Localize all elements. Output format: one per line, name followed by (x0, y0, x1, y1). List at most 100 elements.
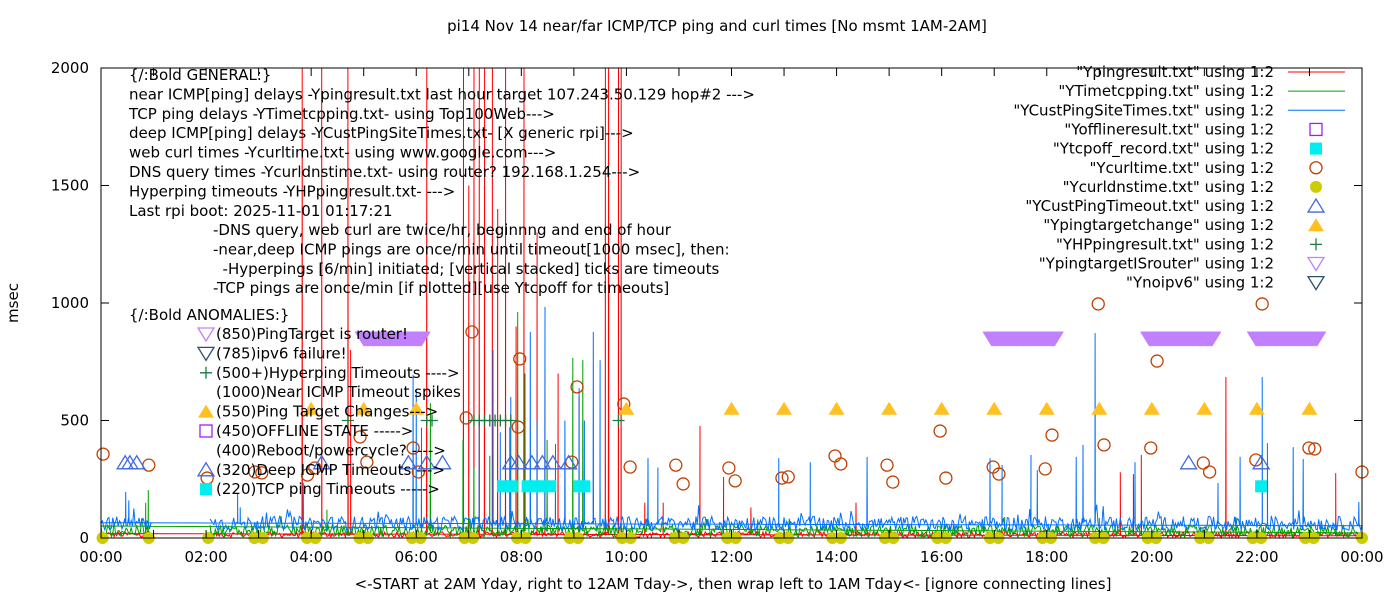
legend-label: "Ynoipv6" using 1:2 (1126, 274, 1274, 292)
targetchange-marker (408, 401, 425, 415)
curl-marker (1091, 297, 1105, 311)
x-tick-label: 12:00 (710, 548, 753, 566)
anomaly-marker-icon (196, 346, 216, 362)
targetchange-marker (933, 401, 950, 415)
curl-marker (939, 471, 953, 485)
curl-marker (255, 466, 269, 480)
targetchange-marker (1248, 401, 1265, 415)
targetchange-marker (1091, 401, 1108, 415)
axes: 00:00 02:00 04:00 06:00 08:00 10:00 12:00 14:00… (51, 59, 1384, 566)
deeptimeout-marker (399, 454, 418, 470)
general-note-line: TCP ping delays -YTimetcpping.txt- using… (128, 105, 555, 123)
anomalies-heading: {/:Bold ANOMALIES:} (129, 306, 289, 324)
targetchange-marker (303, 401, 320, 415)
curl-marker (933, 424, 947, 438)
isrouter-marker (1308, 331, 1327, 347)
point-series-curl (96, 297, 1369, 491)
anomaly-note-line: (785)ipv6 failure! (216, 344, 347, 362)
isrouter-marker (1203, 331, 1222, 347)
anomaly-marker-icon (200, 366, 212, 379)
legend-label: "Ycurldnstime.txt" using 1:2 (1063, 178, 1274, 196)
x-tick-label: 06:00 (395, 548, 438, 566)
curl-marker (775, 471, 789, 485)
curl-marker (360, 455, 374, 469)
curl-marker (511, 420, 525, 434)
curl-marker (1308, 442, 1322, 456)
curl-marker (411, 465, 426, 479)
y-tick-label: 1000 (51, 294, 89, 312)
legend-label: "YCustPingSiteTimes.txt" using 1:2 (1013, 101, 1274, 119)
deeptimeout-marker (1179, 454, 1198, 470)
x-tick-label: 20:00 (1130, 548, 1173, 566)
general-note-line: {/:Bold GENERAL:} (129, 66, 271, 84)
curl-marker (565, 455, 579, 469)
curl-marker (1196, 456, 1210, 470)
x-tick-label: 08:00 (500, 548, 543, 566)
hyperping-marker (612, 414, 625, 427)
curl-marker (992, 467, 1006, 481)
legend-label: "Ypingtargetchange" using 1:2 (1043, 216, 1274, 234)
curl-marker (623, 460, 637, 474)
general-note-line: Hyperping timeouts -YHPpingresult.txt- -… (129, 182, 455, 200)
y-axis-label: msec (4, 283, 22, 323)
detail-note-line: -DNS query, web curl are twice/hr, begin… (213, 221, 672, 239)
curl-marker (248, 465, 262, 479)
legend-label: "Yofflineresult.txt" using 1:2 (1064, 120, 1274, 138)
legend-label: "YpingtargetISrouter" using 1:2 (1039, 255, 1274, 273)
x-tick-label: 18:00 (1025, 548, 1068, 566)
curl-marker (1045, 428, 1059, 442)
tcpoff-marker (1255, 480, 1268, 493)
y-tick-label: 500 (60, 412, 89, 430)
annotations: {/:Bold GENERAL:}near ICMP[ping] delays … (128, 66, 755, 498)
curl-marker (1150, 354, 1164, 368)
legend-marker-icon (1310, 180, 1322, 193)
point-series-tcpoff (496, 480, 1268, 493)
deeptimeout-marker (543, 454, 563, 470)
curl-marker (1302, 441, 1316, 455)
x-tick-label: 22:00 (1235, 548, 1278, 566)
curl-marker (308, 461, 322, 475)
x-tick-label: 16:00 (920, 548, 963, 566)
hyperping-marker (504, 414, 517, 427)
anomaly-note-line: (550)Ping Target Changes---> (216, 403, 438, 421)
curl-marker (353, 430, 367, 444)
anomaly-marker-icon (196, 461, 216, 477)
targetchange-marker (1301, 401, 1318, 415)
curl-marker (96, 447, 110, 461)
curl-marker (828, 449, 842, 463)
x-tick-label: 02:00 (184, 548, 227, 566)
general-note-line: DNS query times -Ycurldnstime.txt- using… (129, 163, 640, 181)
anomaly-note-line: (500+)Hyperping Timeouts ----> (216, 364, 460, 382)
legend-marker-icon (1309, 122, 1323, 137)
detail-note-line: -Hyperpings [6/min] initiated; [vertical… (213, 260, 719, 278)
legend-marker-icon (1310, 238, 1322, 251)
curl-marker (676, 477, 690, 491)
deeptimeout-marker (1251, 454, 1271, 470)
anomaly-note-line: (320)Deep ICMP Timeouts ---> (216, 461, 445, 479)
chart-title: pi14 Nov 14 near/far ICMP/TCP ping and c… (447, 17, 987, 35)
curl-marker (1097, 438, 1111, 452)
curl-marker (406, 441, 420, 455)
x-tick-label: 10:00 (605, 548, 648, 566)
anomaly-note-line: (220)TCP ping Timeouts -----> (216, 480, 440, 498)
legend-label: "YHPpingresult.txt" using 1:2 (1056, 235, 1274, 253)
deeptimeout-marker (417, 454, 436, 470)
y-tick-label: 2000 (51, 59, 89, 77)
targetchange-marker (828, 401, 845, 415)
general-note-line: near ICMP[ping] delays -Ypingresult.txt … (129, 85, 755, 103)
x-tick-label: 00:00 (1340, 548, 1383, 566)
targetchange-marker (723, 401, 740, 415)
curl-marker (880, 458, 894, 472)
general-note-line: web curl times -Ycurltime.txt- using www… (129, 144, 556, 162)
curl-marker (1038, 462, 1052, 476)
curl-marker (513, 352, 527, 366)
legend-marker-icon (1309, 161, 1323, 175)
deeptimeout-marker (559, 454, 578, 470)
anomaly-marker-icon (200, 483, 212, 496)
curl-marker (1255, 297, 1269, 311)
deeptimeout-marker (533, 454, 552, 470)
general-note-line: deep ICMP[ping] delays -YCustPingSiteTim… (129, 124, 634, 142)
curl-marker (1249, 453, 1263, 467)
legend-marker-icon (1306, 256, 1326, 272)
curl-marker (886, 475, 900, 489)
